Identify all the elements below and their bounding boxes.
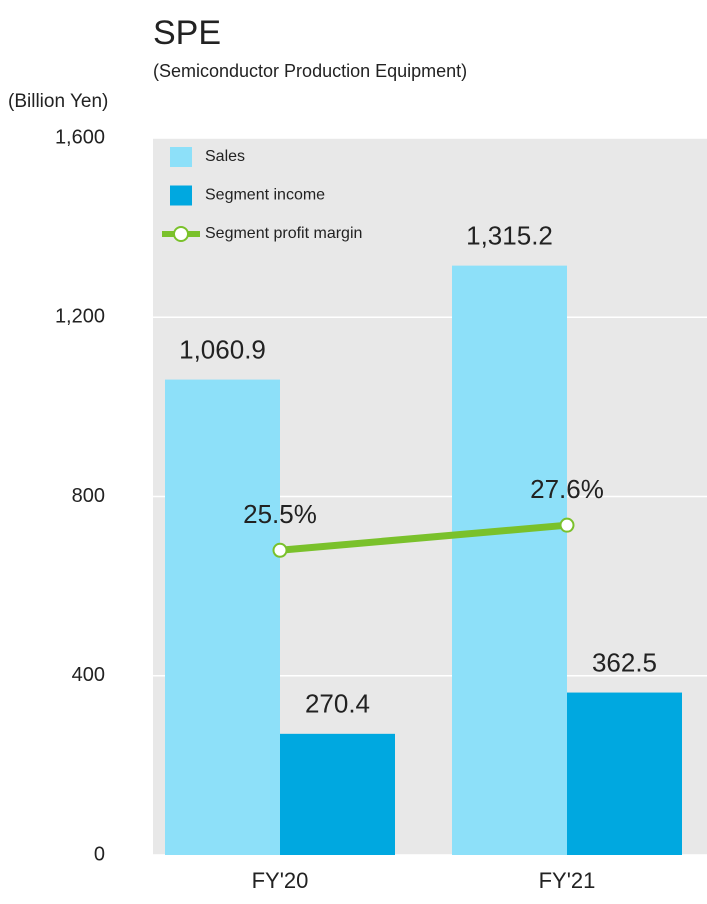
chart-subtitle: (Semiconductor Production Equipment) bbox=[153, 61, 467, 81]
data-label: 25.5% bbox=[243, 499, 317, 529]
line bbox=[279, 521, 568, 554]
y-tick-label: 1,200 bbox=[55, 306, 105, 328]
data-label: 362.5 bbox=[592, 647, 657, 677]
data-label: 27.6% bbox=[530, 474, 604, 504]
data-label: 1,315.2 bbox=[466, 221, 553, 251]
bar bbox=[452, 265, 567, 856]
data-label: 270.4 bbox=[305, 689, 370, 719]
line-marker bbox=[559, 517, 575, 533]
bar bbox=[567, 692, 682, 855]
y-tick-label: 400 bbox=[72, 664, 105, 686]
line-marker bbox=[272, 542, 288, 558]
legend-swatch bbox=[170, 147, 192, 167]
bar bbox=[165, 379, 280, 855]
legend-label: Sales bbox=[205, 148, 245, 165]
legend-swatch bbox=[173, 226, 189, 242]
chart-title: SPE bbox=[153, 14, 221, 52]
y-axis-label: (Billion Yen) bbox=[8, 91, 108, 112]
x-tick-label: FY'21 bbox=[539, 868, 596, 893]
y-tick-label: 800 bbox=[72, 485, 105, 507]
y-tick-label: 1,600 bbox=[55, 126, 105, 148]
data-label: 1,060.9 bbox=[179, 334, 266, 364]
bar bbox=[280, 733, 395, 855]
legend-label: Segment profit margin bbox=[205, 225, 362, 242]
y-tick-label: 0 bbox=[94, 843, 105, 865]
x-tick-label: FY'20 bbox=[252, 868, 309, 893]
legend-label: Segment income bbox=[205, 187, 325, 204]
legend-swatch bbox=[170, 185, 192, 206]
